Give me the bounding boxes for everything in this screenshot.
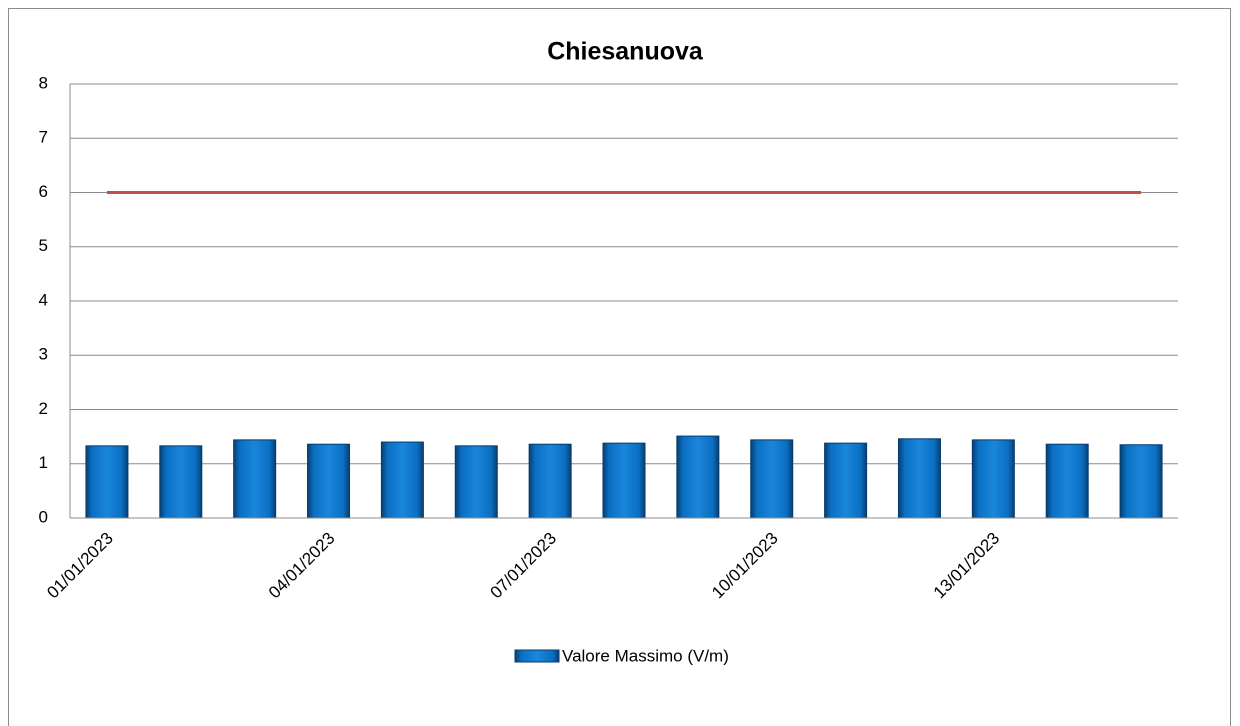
bar <box>159 445 203 519</box>
bar <box>528 443 572 519</box>
y-tick-label: 3 <box>39 345 48 364</box>
bar <box>1045 443 1089 519</box>
y-tick-label: 1 <box>39 453 48 472</box>
y-tick-label: 8 <box>39 73 48 92</box>
y-tick-label: 0 <box>39 507 48 526</box>
bar <box>307 443 351 519</box>
bar <box>897 438 941 519</box>
y-tick-label: 4 <box>39 290 48 309</box>
bar <box>85 445 129 519</box>
bar <box>750 439 794 519</box>
legend-swatch <box>514 649 560 663</box>
bar <box>602 442 646 519</box>
chart-title: Chiesanuova <box>547 38 704 66</box>
bar <box>971 439 1015 519</box>
y-tick-label: 5 <box>39 236 48 255</box>
y-tick-label: 6 <box>39 182 48 201</box>
y-tick-label: 2 <box>39 399 48 418</box>
legend-label: Valore Massimo (V/m) <box>562 646 729 665</box>
y-tick-label: 7 <box>39 128 48 147</box>
chart-frame <box>8 8 1231 726</box>
bar <box>233 439 277 519</box>
bar <box>380 441 424 519</box>
bar <box>676 435 720 519</box>
bar <box>824 442 868 519</box>
bar <box>1119 444 1163 519</box>
bar <box>454 445 498 519</box>
